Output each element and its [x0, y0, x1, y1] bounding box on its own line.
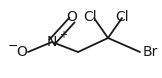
Text: N: N — [47, 35, 57, 49]
Text: Cl: Cl — [115, 10, 129, 24]
Text: Br: Br — [143, 45, 158, 59]
Text: O: O — [17, 45, 27, 59]
Text: +: + — [59, 30, 67, 40]
Text: −: − — [8, 39, 18, 52]
Text: O: O — [67, 10, 77, 24]
Text: Cl: Cl — [83, 10, 97, 24]
